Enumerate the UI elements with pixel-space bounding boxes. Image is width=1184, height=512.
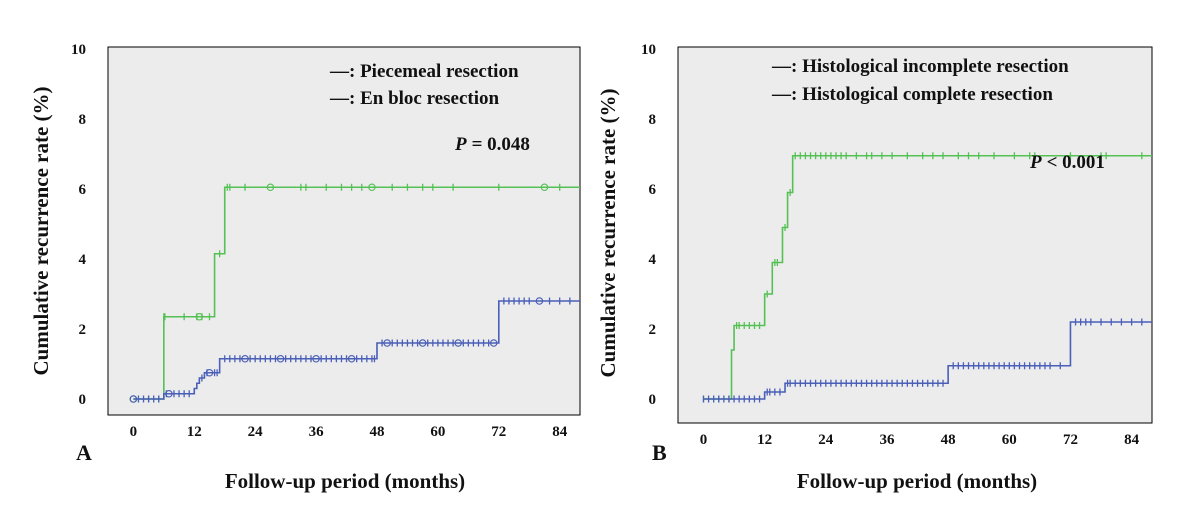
panel-a-series-en-bloc-resection-censor-mark (489, 339, 498, 347)
panel-a-series-en-bloc-resection-censor-mark (129, 395, 138, 403)
panel-b-x-tick-label: 24 (818, 432, 834, 448)
panel-b-y-tick-label: 4 (649, 252, 657, 268)
panel-b-p-text: < 0.001 (1047, 152, 1105, 173)
panel-a-series-en-bloc-resection-censor-mark (312, 354, 320, 363)
panel-a-legend-item-en-bloc: —: En bloc resection (329, 88, 499, 109)
panel-a-x-tick-label: 12 (187, 424, 202, 440)
panel-a-series-piecemeal-resection-line (133, 186, 580, 400)
panel-a-x-tick-label: 84 (552, 424, 568, 440)
panel-a-series-piecemeal-resection-censor-mark (195, 312, 204, 321)
panel-b-xlabel: Follow-up period (months) (797, 469, 1037, 493)
panel-b-y-tick-label: 8 (649, 112, 657, 128)
panel-a-series-en-bloc-resection-censor-mark (276, 354, 285, 363)
panel-a-p-text: = 0.048 (472, 134, 530, 155)
panel-a-series-en-bloc-resection (129, 297, 580, 403)
panel-a-xlabel: Follow-up period (months) (225, 469, 465, 493)
panel-b-x-tick-label: 12 (757, 432, 772, 448)
panel-b-x-tick-label: 36 (879, 432, 895, 448)
panel-a-y-tick-label: 4 (79, 252, 87, 268)
panel-a-x-tick-label: 36 (309, 424, 325, 440)
panel-b-y-tick-label: 10 (641, 42, 656, 58)
panel-a-series-en-bloc-resection-censor-mark (383, 339, 391, 347)
panel-a-series-en-bloc-resection-censor-mark (205, 368, 214, 377)
panel-a-letter: A (76, 440, 92, 465)
panel-b-x-tick-label: 0 (700, 432, 708, 448)
panel-b-x-tick-label: 72 (1063, 432, 1078, 448)
panel-a-series-piecemeal-resection-censor-mark (540, 183, 549, 192)
panel-b-ylabel: Cumulative recurrence rate (%) (596, 88, 620, 377)
panel-a-legend-item-piecemeal: —: Piecemeal resection (329, 61, 519, 82)
panel-b-y-ticks: 0 2 4 6 8 10 (641, 42, 657, 408)
panel-a-series-en-bloc-resection-censor-mark (241, 354, 249, 363)
panel-b-series-histological-complete-resection (702, 318, 1152, 403)
panel-b-series-histological-incomplete-resection (702, 152, 1152, 403)
panel-a-x-tick-label: 48 (369, 424, 384, 440)
panel-b-plot-area (677, 46, 1153, 424)
panel-a-series-piecemeal-resection-censor-mark (266, 183, 275, 192)
panel-b-p-value: P < 0.001 (1029, 152, 1105, 173)
panel-a-y-tick-label: 10 (71, 42, 86, 58)
panel-b-legend-item-complete: —: Histological complete resection (771, 84, 1053, 105)
panel-a-y-tick-label: 6 (79, 182, 87, 198)
panel-a-series-piecemeal-resection-censor-mark (368, 183, 376, 192)
panel-a-p-value: P = 0.048 (454, 134, 530, 155)
panel-a-x-tick-label: 72 (491, 424, 506, 440)
panel-b-letter: B (652, 440, 667, 465)
panel-a-series-en-bloc-resection-censor-mark (535, 297, 544, 305)
panel-b-x-tick-label: 84 (1124, 432, 1140, 448)
panel-a-series-en-bloc-resection-censor-mark (165, 389, 173, 398)
panel-a-y-ticks: 0 2 4 6 8 10 (71, 42, 87, 408)
panel-b-legend-item-incomplete: —: Histological incomplete resection (771, 56, 1069, 77)
panel-a-y-tick-label: 8 (79, 112, 87, 128)
panel-b-y-tick-label: 0 (649, 392, 657, 408)
panel-a-ylabel: Cumulative recurrence rate (%) (29, 86, 53, 375)
panel-a-x-ticks: 0 12 24 36 48 60 72 84 (130, 424, 568, 440)
panel-b-x-ticks: 0 12 24 36 48 60 72 84 (700, 432, 1140, 448)
panel-a-series-en-bloc-resection-censor-mark (347, 354, 356, 363)
panel-b-x-tick-label: 60 (1002, 432, 1017, 448)
panel-a-x-tick-label: 24 (248, 424, 264, 440)
panel-b-series-layer (702, 152, 1152, 403)
panel-b-p-letter: P (1029, 152, 1042, 173)
panel-b-y-tick-label: 2 (649, 322, 657, 338)
panel-a-series-piecemeal-resection (129, 183, 580, 403)
panel-a-y-tick-label: 2 (79, 322, 87, 338)
panel-a-x-tick-label: 0 (130, 424, 138, 440)
panel-a-series-en-bloc-resection-censor-mark (454, 339, 462, 347)
panel-a-series-layer (129, 183, 580, 403)
panel-a-x-tick-label: 60 (430, 424, 445, 440)
panel-b-x-tick-label: 48 (941, 432, 956, 448)
panel-a-series-en-bloc-resection-censor-mark (418, 339, 427, 347)
panel-b-y-tick-label: 6 (649, 182, 657, 198)
panel-a-y-tick-label: 0 (79, 392, 87, 408)
panel-a-plot-area (107, 46, 581, 416)
panel-a-p-letter: P (454, 134, 467, 155)
